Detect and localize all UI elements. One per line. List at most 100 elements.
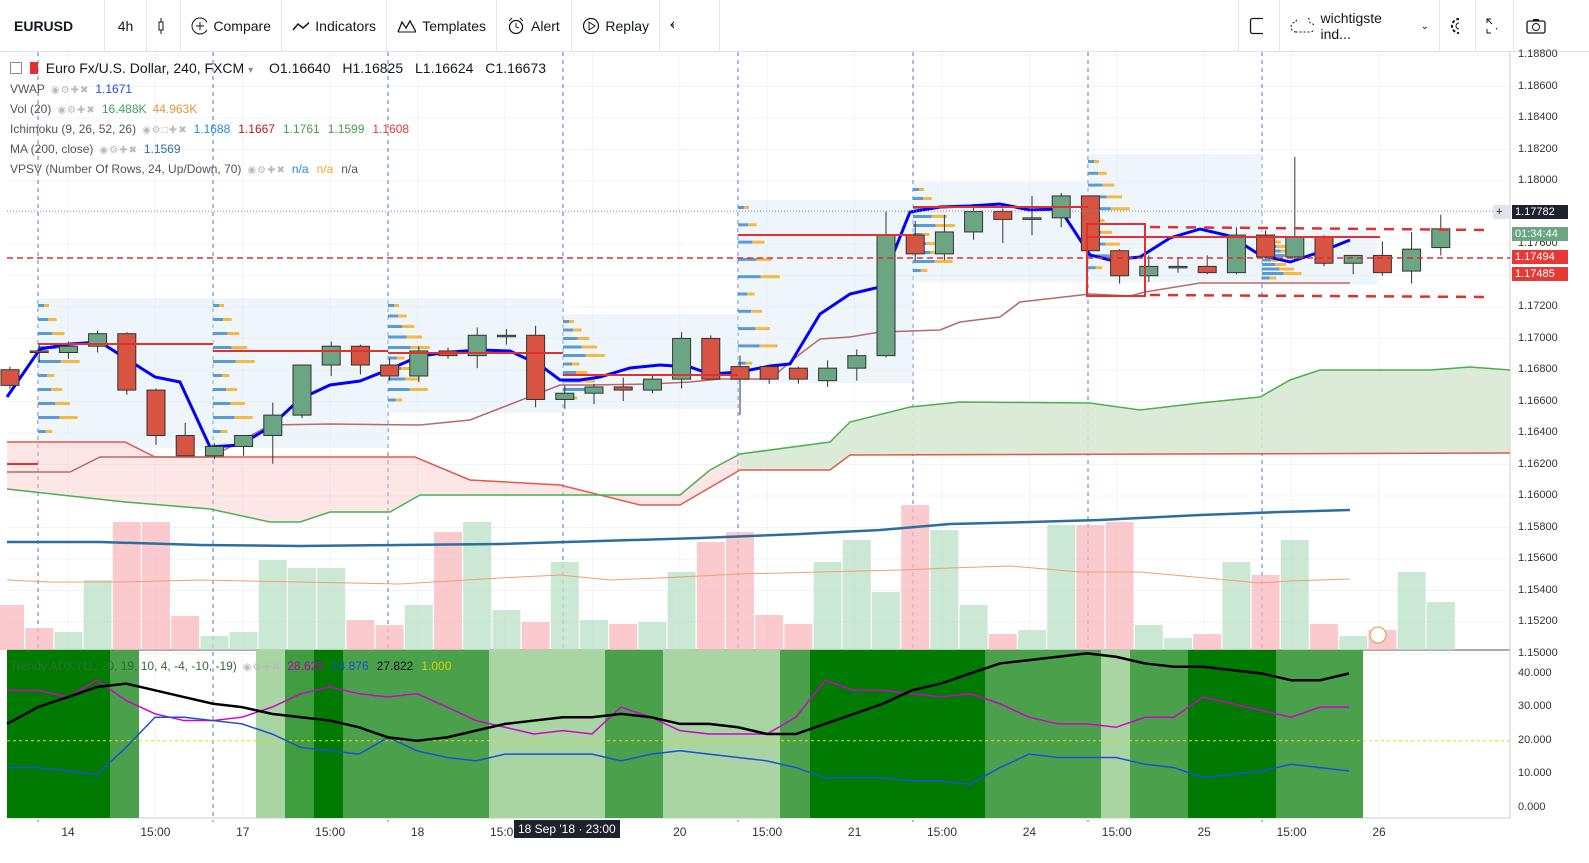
candle-body: [1110, 250, 1130, 277]
volume-profile-row: [219, 304, 224, 307]
candle-body: [175, 434, 195, 457]
maximize-button[interactable]: [1476, 0, 1514, 52]
candle-body: [117, 333, 137, 391]
volume-profile-row: [745, 361, 753, 365]
volume-ma-line: [6, 565, 1351, 585]
price-chart[interactable]: [0, 52, 1589, 863]
candlestick: [526, 325, 546, 408]
volume-profile-row: [1262, 272, 1284, 275]
volume-profile-row: [738, 275, 761, 279]
volume-profile-row: [410, 346, 430, 349]
ichimoku-legend[interactable]: Ichimoku (9, 26, 52, 26) ◉⚙□✚✖ 1.1688 1.166…: [10, 122, 409, 136]
candle-body: [1197, 265, 1217, 274]
vwap-legend[interactable]: VWAP ◉⚙✚✖ 1.1671: [10, 82, 132, 96]
fullscreen-toggle[interactable]: [1238, 0, 1280, 52]
volume-bar: [1105, 522, 1134, 650]
plus-icon[interactable]: +: [1493, 205, 1511, 219]
expand-icon: [1486, 18, 1497, 34]
volume-bar: [638, 622, 667, 650]
redo-icon: [700, 20, 703, 32]
templates-button[interactable]: Templates: [387, 0, 497, 52]
gear-icon: [1451, 18, 1459, 34]
camera-icon: [1526, 19, 1546, 34]
volume-profile-row: [922, 233, 930, 236]
ohlc-low: L1.16624: [415, 60, 474, 76]
volume-profile-row: [751, 309, 763, 313]
candlestick: [1110, 249, 1130, 284]
adx-tick: 30.000: [1518, 700, 1552, 713]
replay-button[interactable]: Replay: [572, 0, 660, 52]
candle-body: [1139, 265, 1159, 277]
volume-bar: [813, 562, 842, 650]
volume-bar: [1310, 624, 1338, 650]
volume-bar: [1193, 634, 1222, 650]
legend-buttons[interactable]: ◉⚙✚✖: [57, 105, 96, 116]
volume-bar: [200, 636, 229, 650]
ma-legend[interactable]: MA (200, close) ◉⚙✚✖ 1.1569: [10, 142, 181, 156]
alert-button[interactable]: Alert: [497, 0, 572, 52]
volume-profile-row: [213, 332, 228, 335]
volume-bar: [171, 616, 200, 650]
volume-profile-row: [38, 430, 46, 433]
candle-body: [409, 350, 429, 377]
adx-legend[interactable]: Trendy ADX (11, 20, 19, 10, 4, -4, -10, …: [10, 659, 451, 673]
symbol-search[interactable]: EURUSD: [0, 0, 105, 52]
volume-profile-row: [913, 215, 932, 218]
candlestick: [1226, 227, 1246, 275]
candlestick: [672, 332, 692, 389]
candle-body: [58, 345, 78, 354]
vpsv-legend[interactable]: VPSV (Number Of Rows, 24, Up/Down, 70) ◉⚙…: [10, 162, 358, 176]
legend-buttons[interactable]: ◉⚙✚✖: [242, 662, 282, 673]
trendy-name: Trendy ADX (11, 20, 19, 10, 4, -4, -10, …: [10, 659, 237, 673]
volume-profile-row: [760, 275, 780, 279]
candle-body: [350, 345, 370, 366]
legend-buttons[interactable]: ◉⚙□✚✖: [142, 125, 188, 136]
chart-type-button[interactable]: [147, 0, 181, 52]
volume-profile-row: [235, 360, 255, 363]
volume-profile-row: [401, 367, 413, 370]
flag-marker-icon: [1369, 626, 1387, 644]
volume-bar: [1164, 638, 1192, 650]
candlestick: [701, 335, 721, 380]
price-tick: 1.17000: [1518, 331, 1558, 344]
indicators-button[interactable]: Indicators: [282, 0, 387, 52]
volume-profile-row: [1275, 263, 1287, 266]
volume-profile-row: [51, 388, 63, 391]
volume-profile-row: [756, 257, 773, 261]
volume-profile-row: [738, 344, 760, 348]
candle-body: [204, 445, 224, 457]
volume-profile-row: [920, 269, 928, 272]
trendy-value-2: 14.876: [331, 659, 369, 673]
candle-body: [905, 234, 925, 255]
vpsv-value-3: n/a: [341, 162, 358, 176]
compare-button[interactable]: Compare: [181, 0, 282, 52]
candle-body: [613, 386, 633, 391]
adx-tick: 40.000: [1518, 666, 1552, 679]
time-tick: 15:00: [140, 825, 171, 839]
layout-selector[interactable]: wichtigste ind... ⌄: [1280, 0, 1440, 52]
legend-buttons[interactable]: ◉⚙✚✖: [99, 145, 138, 156]
drawing-overlays: [7, 206, 1510, 644]
volume-bar: [258, 560, 287, 650]
chevron-down-icon[interactable]: ▾: [248, 65, 254, 76]
legend-buttons[interactable]: ◉⚙✚✖: [50, 85, 90, 96]
legend-buttons[interactable]: ◉⚙✚✖: [247, 165, 286, 176]
candle-body: [964, 211, 984, 233]
time-tick: 21: [847, 825, 862, 839]
collapse-icon[interactable]: [10, 62, 22, 74]
settings-button[interactable]: [1440, 0, 1476, 52]
candlestick: [1168, 256, 1188, 273]
volume-profile-row: [576, 371, 588, 374]
trend-shading: [1188, 650, 1276, 818]
undo-button[interactable]: [660, 0, 690, 52]
volume-profile-row: [1279, 267, 1294, 271]
volume-legend[interactable]: Vol (20) ◉⚙✚✖ 16.488K 44.963K: [10, 102, 197, 116]
candlestick: [1372, 241, 1392, 276]
candlesticks: [0, 156, 1451, 464]
redo-button[interactable]: [690, 0, 720, 52]
candlestick: [380, 358, 400, 381]
volume-profile-row: [38, 388, 52, 391]
screenshot-button[interactable]: [1514, 0, 1564, 52]
interval-button[interactable]: 4h: [105, 0, 147, 52]
volume-profile-row: [563, 328, 574, 332]
